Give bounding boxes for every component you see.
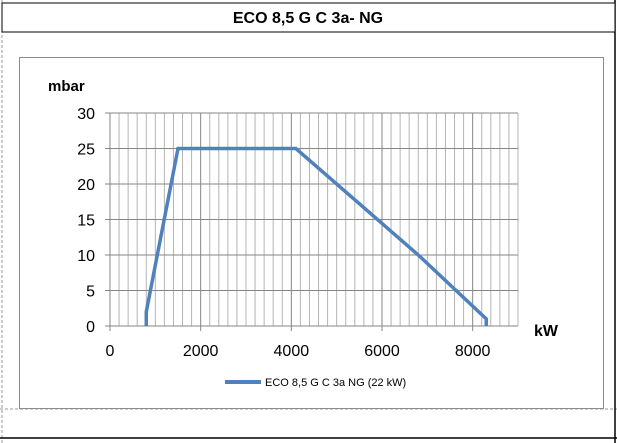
x-axis-label: kW (534, 323, 559, 340)
legend: ECO 8,5 G C 3a NG (22 kW) (225, 377, 406, 389)
x-tick-label: 6000 (364, 343, 400, 360)
y-tick-label: 10 (77, 248, 95, 265)
x-tick-label: 8000 (455, 343, 491, 360)
series-layer (144, 146, 489, 327)
x-tick-label: 0 (106, 343, 115, 360)
chart-area (19, 57, 604, 409)
x-tick-label: 4000 (274, 343, 310, 360)
legend-label: ECO 8,5 G C 3a NG (22 kW) (265, 377, 406, 389)
y-ticks: 0 5 10 15 20 25 30 (77, 106, 95, 336)
y-tick-label: 20 (77, 177, 95, 194)
x-tick-label: 2000 (183, 343, 219, 360)
y-tick-label: 5 (86, 284, 95, 301)
x-ticks: 0 2000 4000 6000 8000 (106, 326, 491, 360)
y-tick-label: 30 (77, 106, 95, 123)
y-tick-label: 15 (77, 213, 95, 230)
y-tick-label: 0 (86, 319, 95, 336)
chart-title: ECO 8,5 G C 3a- NG (233, 10, 383, 27)
y-tick-label: 25 (77, 142, 95, 159)
y-axis-label: mbar (48, 78, 85, 95)
title-cell (1, 2, 616, 33)
